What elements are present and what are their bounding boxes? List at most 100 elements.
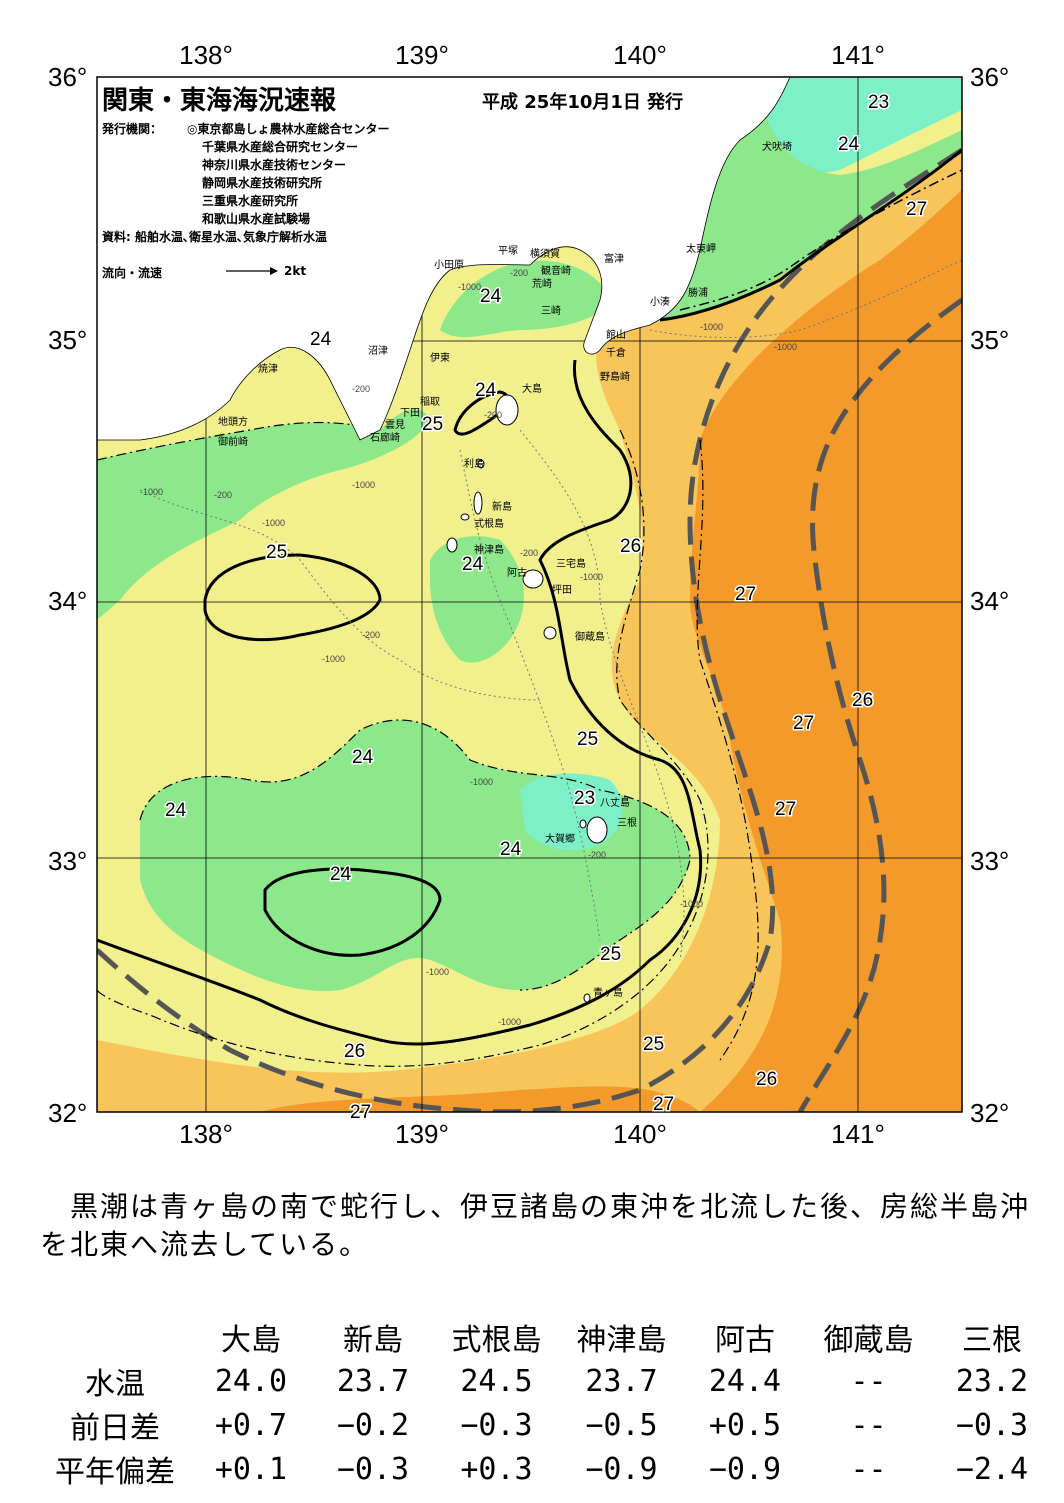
depth-labels: -1000 -200 -1000 -200 -200 -1000 -200 -1000 -200… [140,268,797,1027]
lat-label-34-right: 34° [970,586,1009,616]
depth-label: -1000 [140,487,163,497]
depth-label: -200 [520,548,538,558]
depth-label: -1000 [580,572,603,582]
isotherm-label: 27 [775,799,796,820]
table-cell: −2.4 [955,1451,1029,1487]
isotherm-label: 25 [643,1034,664,1055]
lon-label-140-top: 140° [613,40,667,70]
place-label: 太東岬 [686,242,716,255]
table-cell: −0.5 [585,1407,658,1443]
row-header: 平年偏差 [55,1455,175,1490]
island-hachijo [586,816,608,844]
isotherm-labels: 23 24 27 24 24 24 25 24 25 26 24 27 26 27 24 25 24 23 24 27… [164,91,929,1125]
table-cell: 23.2 [955,1363,1029,1399]
place-label: 館山 [606,328,626,341]
place-label: 小湊 [650,295,670,308]
isotherm-label: 24 [352,747,374,768]
isotherm-boso-24b [679,169,962,311]
isotherm-label: 27 [906,199,927,220]
lat-label-34-left: 34° [48,586,87,616]
island-miyake [522,569,544,589]
isotherm-label: 25 [266,542,287,563]
isotherm-label: 27 [350,1102,371,1123]
place-label: 式根島 [474,517,504,530]
lon-label-139-bottom: 139° [395,1119,449,1149]
island-mikura [543,626,557,640]
place-label: 下田 [400,408,420,419]
table-cell: −0.9 [585,1451,658,1487]
isotherm-label: 24 [480,286,502,307]
island-kozu [446,537,458,553]
place-label: 青ヶ島 [593,986,623,999]
lat-labels-left: 36° 35° 34° 33° 32° [48,62,87,1128]
issuer-5: 和歌山県水産試験場 [202,212,311,226]
depth-contours [139,259,962,961]
table-cell: −0.9 [708,1451,782,1487]
kuroshio-axis-outer [797,297,962,1112]
table-row-temp: 水温 24.0 23.7 24.5 23.7 24.4 -- 23.2 [40,1359,1053,1403]
island-oshima [495,394,519,426]
col-header: 三根 [962,1323,1022,1358]
table-cell: +0.1 [214,1451,288,1487]
table-cell: −0.2 [336,1407,410,1443]
place-label: 坪田 [552,583,572,596]
island-toshima [477,459,485,469]
lat-label-35-right: 35° [970,325,1009,355]
place-label: 大島 [522,382,542,395]
table-row-anomaly: 平年偏差 +0.1 −0.3 +0.3 −0.9 −0.9 -- −2.4 [40,1447,1053,1491]
isotherm-boso-24 [659,148,962,322]
lat-label-33-right: 33° [970,846,1009,876]
col-header: 新島 [343,1323,403,1358]
lon-label-140-bottom: 140° [613,1119,667,1149]
row-header: 前日差 [70,1411,160,1446]
col-header: 大島 [221,1323,281,1358]
lon-labels-top: 138° 139° 140° 141° [179,40,885,70]
island-hachijo-kojima [579,819,587,829]
place-label: 御前崎 [218,435,248,448]
place-label: 荒崎 [532,277,552,290]
isotherm-26-east [97,429,709,1067]
place-label: 雲見 [385,419,405,431]
isotherm-24-west [97,421,381,461]
place-label: 三宅島 [556,557,586,570]
table-cell: -- [850,1407,887,1443]
table-cell: +0.5 [708,1407,782,1443]
isotherm-label: 26 [620,536,641,557]
flow-scale-label: 2kt [284,264,307,278]
lat-label-32-left: 32° [48,1098,87,1128]
place-label: 野島崎 [600,370,630,383]
place-label: 地頭方 [218,415,248,428]
table-cell: −0.3 [336,1451,410,1487]
lon-label-138-bottom: 138° [179,1119,233,1149]
place-label: 八丈島 [600,796,630,809]
isotherm-label: 24 [500,839,522,860]
place-label: 小田原 [434,259,464,271]
isotherm-25-loop-south [263,867,442,957]
place-label: 阿古 [507,566,527,579]
isotherm-25-main [97,359,703,1046]
lat-label-32-right: 32° [970,1098,1009,1128]
water-23-boso-north [760,77,962,173]
place-label: 御蔵島 [575,630,605,643]
place-label: 焼津 [258,363,278,375]
land-honshu [97,77,791,441]
depth-label: -200 [352,384,370,394]
place-label: 大賀郷 [545,832,575,845]
issuer-label: 発行機関： [102,122,163,136]
isotherm-27-east [696,439,759,1061]
lon-label-141-top: 141° [831,40,885,70]
depth-label: -1000 [498,1017,521,1027]
isotherm-lines [97,148,962,1067]
col-header: 阿古 [715,1323,775,1358]
isotherm-label: 27 [653,1094,674,1115]
lon-label-141-bottom: 141° [831,1119,885,1149]
flow-label: 流向・流速 [102,266,163,280]
table-cell: −0.3 [955,1407,1029,1443]
map-title: 関東・東海海況速報 [102,86,337,116]
lat-label-35-left: 35° [48,325,87,355]
depth-label: -200 [588,850,606,860]
kuroshio-axis-inner [97,147,962,1112]
table-header-row: 大島 新島 式根島 神津島 阿古 御蔵島 三根 [40,1315,1053,1359]
map-frame [96,76,963,1113]
place-label: 勝浦 [688,286,708,299]
